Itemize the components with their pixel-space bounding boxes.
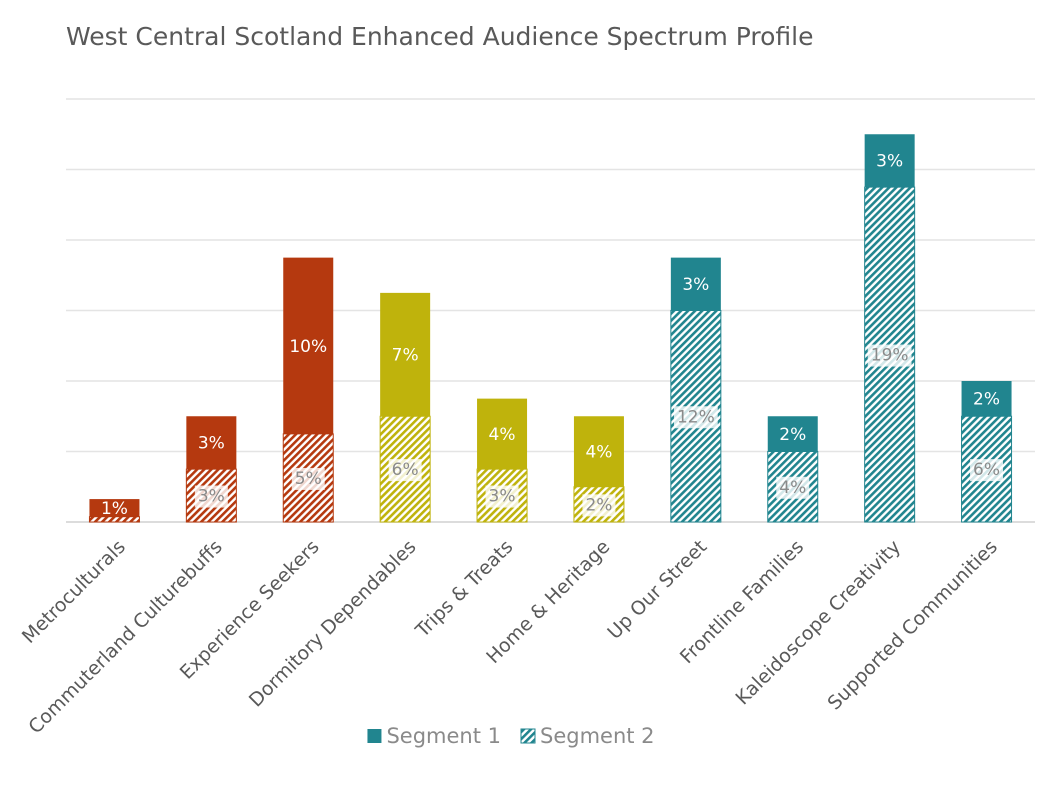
label-box xyxy=(485,485,519,508)
data-label: 12% xyxy=(677,407,715,427)
legend-label: Segment 1 xyxy=(386,724,501,748)
bar-segment xyxy=(864,134,915,188)
bar-segment xyxy=(283,257,334,434)
data-label: 2% xyxy=(779,425,806,445)
data-label: 5% xyxy=(295,469,322,489)
legend: Segment 1 Segment 2 xyxy=(367,724,655,748)
bar-segment xyxy=(961,381,1012,417)
legend-swatch xyxy=(520,728,536,744)
data-label: 19% xyxy=(871,346,909,366)
label-box xyxy=(582,494,616,517)
legend-label: Segment 2 xyxy=(540,724,655,748)
label-box xyxy=(291,467,325,490)
legend-swatch xyxy=(367,729,382,743)
data-label: 1% xyxy=(101,499,128,519)
data-label: 3% xyxy=(198,434,225,454)
bar-segment xyxy=(573,416,624,487)
x-tick-label: Supported Communities xyxy=(823,536,1002,715)
data-label: 3% xyxy=(198,487,225,507)
label-box xyxy=(776,476,810,499)
data-label: 10% xyxy=(289,337,327,357)
label-box xyxy=(388,459,422,482)
data-label: 4% xyxy=(585,443,612,463)
bar-segment xyxy=(670,257,721,311)
bar-segment xyxy=(89,499,140,517)
bar-segment xyxy=(186,416,237,470)
bar-segment xyxy=(767,416,818,452)
bar-segment xyxy=(477,398,528,470)
data-label: 3% xyxy=(682,275,709,295)
data-label: 6% xyxy=(973,460,1000,480)
label-box xyxy=(673,406,718,429)
x-tick-label: Commuterland Culturebuffs xyxy=(24,536,226,738)
label-box xyxy=(867,344,912,367)
x-tick-label: Kaleidoscope Creativity xyxy=(732,536,906,710)
bar-segment xyxy=(380,292,431,417)
label-box xyxy=(970,459,1004,482)
data-label: 3% xyxy=(489,487,516,507)
label-box xyxy=(194,485,228,508)
data-label: 6% xyxy=(392,460,419,480)
data-label: 3% xyxy=(876,152,903,172)
chart-title: West Central Scotland Enhanced Audience … xyxy=(66,22,814,51)
x-tick-label: Trips & Treats xyxy=(411,536,518,643)
data-label: 2% xyxy=(973,390,1000,410)
data-label: 4% xyxy=(779,478,806,498)
x-tick-label: Up Our Street xyxy=(603,536,711,644)
x-tick-label: Dormitory Dependables xyxy=(245,536,421,712)
data-label: 2% xyxy=(585,495,612,515)
data-label: 7% xyxy=(392,346,419,366)
x-tick-label: Metroculturals xyxy=(18,536,130,648)
data-label: 4% xyxy=(489,425,516,445)
